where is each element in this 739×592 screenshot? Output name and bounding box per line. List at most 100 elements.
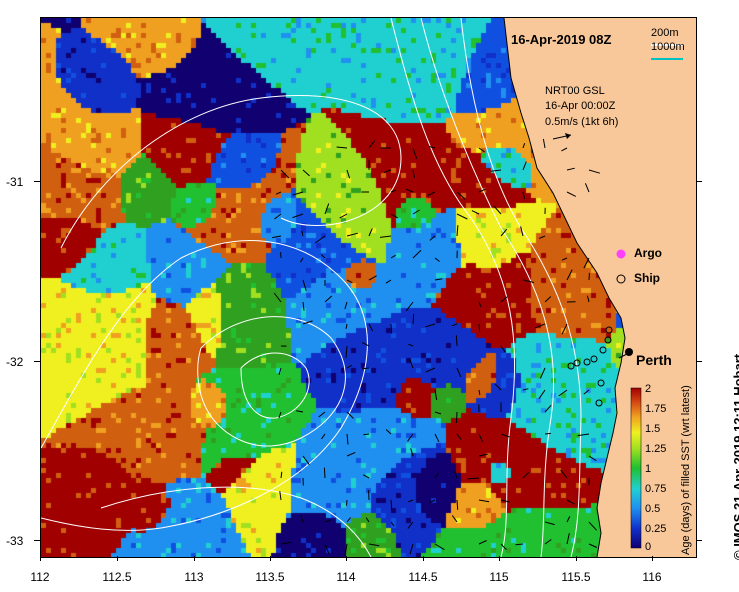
land-mass xyxy=(504,18,696,557)
current-vector xyxy=(390,521,395,527)
current-vector xyxy=(405,301,414,312)
colorbar-tick: 0.5 xyxy=(645,503,661,515)
current-vector xyxy=(302,455,310,465)
current-vector xyxy=(456,191,466,200)
current-vector xyxy=(542,138,546,149)
current-vector xyxy=(544,432,551,435)
current-vector xyxy=(385,279,392,284)
colorbar-tick: 2 xyxy=(645,383,652,395)
current-vector xyxy=(434,433,440,443)
current-vector xyxy=(410,448,414,457)
current-vector xyxy=(538,389,546,400)
current-vector xyxy=(379,235,392,238)
y-tick: -31 xyxy=(6,175,24,189)
sst-map xyxy=(40,17,697,558)
current-vector xyxy=(586,295,590,303)
current-vector xyxy=(583,257,590,269)
x-tick: 114 xyxy=(336,570,356,584)
current-vector xyxy=(412,313,415,325)
current-vector xyxy=(407,499,414,503)
current-vector xyxy=(434,278,443,281)
colorbar-tick: 1 xyxy=(645,463,652,475)
current-vector xyxy=(434,389,438,401)
city-label: Perth xyxy=(636,352,672,368)
current-vector xyxy=(544,404,552,413)
contour-lines xyxy=(41,18,582,557)
current-vector xyxy=(362,367,370,370)
current-vector xyxy=(385,429,392,435)
current-vector xyxy=(301,230,304,237)
current-vector xyxy=(434,473,439,479)
current-vector xyxy=(324,203,330,215)
current-vector xyxy=(425,367,436,373)
current-vector xyxy=(362,474,370,479)
argo-symbol xyxy=(616,249,626,259)
current-vector xyxy=(324,295,333,303)
current-vector xyxy=(302,279,307,291)
current-vector xyxy=(407,521,414,529)
current-vector xyxy=(522,388,529,391)
current-vector xyxy=(522,279,535,283)
current-vector xyxy=(280,541,292,545)
current-vector xyxy=(390,323,393,334)
current-vector xyxy=(515,543,524,546)
current-vector xyxy=(339,213,348,219)
current-vector xyxy=(560,469,568,479)
map-overlay xyxy=(41,18,696,557)
current-vector xyxy=(566,533,570,545)
current-vector xyxy=(344,301,348,310)
current-vector xyxy=(566,269,573,281)
current-vector xyxy=(346,411,354,419)
ship-label: Ship xyxy=(634,271,660,285)
current-vector xyxy=(368,228,373,237)
current-vector xyxy=(434,257,440,262)
current-vector xyxy=(500,543,507,550)
current-vector xyxy=(577,433,590,437)
current-vector xyxy=(368,323,374,332)
colorbar-tick: 1.75 xyxy=(645,403,667,415)
current-vector xyxy=(494,383,502,391)
current-vector xyxy=(522,471,530,479)
current-vector xyxy=(300,515,304,523)
current-vector xyxy=(346,279,353,284)
current-vector xyxy=(451,323,458,327)
current-vector xyxy=(302,301,305,311)
current-vector xyxy=(365,517,370,523)
current-source: NRT00 GSL xyxy=(545,85,605,97)
current-vector xyxy=(344,543,348,556)
current-vector xyxy=(500,499,510,503)
current-vector xyxy=(280,169,290,179)
current-vector xyxy=(544,296,552,303)
current-vector xyxy=(346,499,348,506)
current-vector xyxy=(478,389,481,396)
current-vector xyxy=(302,169,310,177)
colorbar-tick: 0 xyxy=(645,541,652,553)
argo-label: Argo xyxy=(634,246,662,260)
current-vector xyxy=(456,367,462,377)
current-vector xyxy=(412,147,418,159)
current-vector xyxy=(456,499,459,510)
current-vectors xyxy=(272,138,601,556)
current-vector xyxy=(279,491,282,501)
credit-line: © IMOS 21-Apr-2019 12:11 Hobart xyxy=(731,353,739,560)
current-vector xyxy=(471,210,480,215)
current-vector xyxy=(500,228,508,237)
current-vector xyxy=(478,433,484,442)
current-vector xyxy=(324,543,330,554)
x-tick: 112 xyxy=(30,570,50,584)
current-vector xyxy=(299,257,304,263)
current-vector xyxy=(583,389,590,395)
current-vector xyxy=(324,519,331,523)
current-vector xyxy=(412,169,415,178)
current-vector xyxy=(561,147,568,152)
colorbar-tick: 1.25 xyxy=(645,443,667,455)
current-vector xyxy=(561,323,568,335)
current-vector xyxy=(539,235,546,239)
current-vector xyxy=(434,411,442,415)
current-vector xyxy=(456,433,462,440)
current-vector xyxy=(274,213,282,220)
current-vector xyxy=(390,189,397,193)
current-vector xyxy=(455,411,458,424)
current-vector xyxy=(292,213,304,219)
current-vector xyxy=(566,499,575,505)
